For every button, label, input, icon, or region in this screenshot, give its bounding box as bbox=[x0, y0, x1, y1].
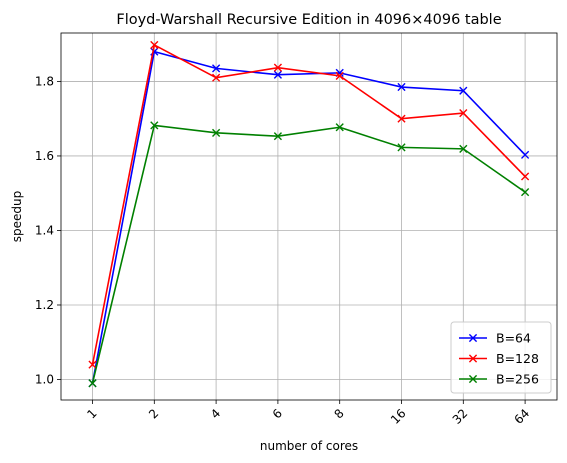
x-tick-label: 4 bbox=[208, 406, 223, 421]
data-point bbox=[150, 121, 159, 130]
chart-title: Floyd-Warshall Recursive Edition in 4096… bbox=[116, 12, 501, 28]
data-point bbox=[273, 70, 282, 79]
x-tick-label: 8 bbox=[332, 406, 347, 421]
data-point bbox=[521, 150, 530, 159]
grid bbox=[61, 33, 557, 400]
data-point bbox=[212, 128, 221, 137]
data-point bbox=[335, 71, 344, 80]
data-point bbox=[273, 63, 282, 72]
series-line bbox=[91, 50, 526, 384]
legend-entry: B=64 bbox=[459, 331, 531, 346]
x-tick-label: 32 bbox=[450, 406, 471, 427]
data-point bbox=[459, 109, 468, 118]
series-b-256 bbox=[88, 121, 530, 388]
legend-label: B=64 bbox=[496, 331, 531, 346]
data-point bbox=[521, 172, 530, 181]
data-point bbox=[397, 114, 406, 123]
y-tick-label: 1.2 bbox=[35, 298, 54, 312]
y-tick-label: 1.4 bbox=[35, 223, 54, 237]
x-tick-label: 64 bbox=[512, 406, 533, 427]
legend-entry: B=256 bbox=[459, 372, 539, 387]
data-point bbox=[468, 354, 478, 363]
data-point bbox=[212, 73, 221, 82]
legend-entry: B=128 bbox=[459, 351, 539, 366]
x-tick-label: 6 bbox=[270, 406, 285, 421]
x-tick-label: 2 bbox=[146, 406, 161, 421]
data-point bbox=[212, 64, 221, 73]
y-tick-label: 1.6 bbox=[35, 149, 54, 163]
y-tick-label: 1.0 bbox=[35, 373, 54, 387]
data-point bbox=[397, 82, 406, 92]
series-line bbox=[91, 43, 526, 365]
data-point bbox=[150, 40, 159, 50]
data-point bbox=[459, 86, 468, 95]
data-point bbox=[397, 143, 406, 152]
legend-label: B=128 bbox=[496, 351, 539, 366]
series-line bbox=[91, 124, 526, 384]
plot-area bbox=[60, 32, 558, 401]
data-point bbox=[273, 132, 282, 141]
data-point bbox=[335, 123, 344, 132]
y-tick-label: 1.8 bbox=[35, 74, 54, 88]
data-point bbox=[88, 360, 97, 369]
data-point bbox=[459, 144, 468, 153]
legend-label: B=256 bbox=[496, 372, 539, 387]
x-tick-label: 1 bbox=[84, 406, 99, 421]
series-group bbox=[88, 40, 530, 388]
series-b-128 bbox=[88, 40, 530, 369]
data-point bbox=[468, 374, 478, 384]
legend: B=64 B=128 B=256 bbox=[450, 321, 552, 394]
data-point bbox=[88, 379, 97, 388]
x-axis-label: number of cores bbox=[260, 439, 358, 453]
data-point bbox=[468, 333, 478, 343]
data-point bbox=[521, 188, 530, 197]
x-tick-label: 16 bbox=[388, 406, 409, 427]
y-axis-label: speedup bbox=[10, 191, 24, 242]
